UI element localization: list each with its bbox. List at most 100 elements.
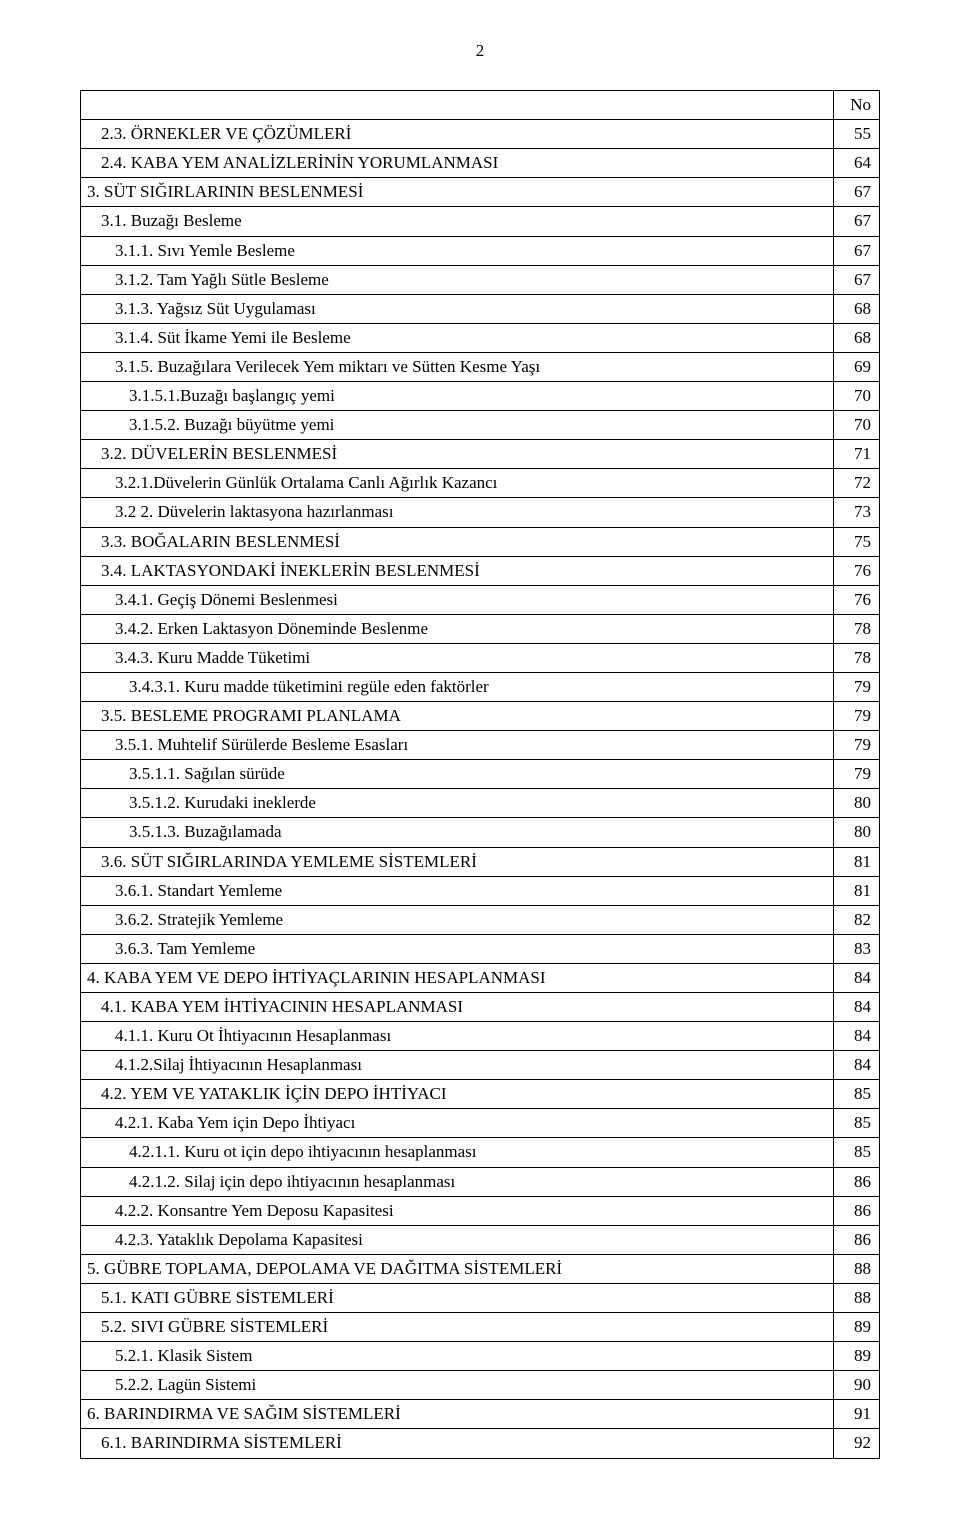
toc-entry-label: 3.4.3. Kuru Madde Tüketimi [81, 643, 834, 672]
toc-entry-label: 4.1.2.Silaj İhtiyacının Hesaplanması [81, 1051, 834, 1080]
toc-entry-label: 4.2.1.1. Kuru ot için depo ihtiyacının h… [81, 1138, 834, 1167]
toc-entry-label: 3.6.3. Tam Yemleme [81, 934, 834, 963]
toc-entry-page: 85 [834, 1080, 880, 1109]
toc-entry-page: 79 [834, 731, 880, 760]
table-row: 6.1. BARINDIRMA SİSTEMLERİ92 [81, 1429, 880, 1458]
table-row: 3.5.1.2. Kurudaki ineklerde80 [81, 789, 880, 818]
table-row: 5.2.1. Klasik Sistem89 [81, 1342, 880, 1371]
table-row: 3.1.5. Buzağılara Verilecek Yem miktarı … [81, 352, 880, 381]
toc-entry-page: 75 [834, 527, 880, 556]
toc-entry-page: 81 [834, 876, 880, 905]
toc-entry-page: 76 [834, 585, 880, 614]
table-row: 3.5.1.3. Buzağılamada80 [81, 818, 880, 847]
toc-entry-page: 69 [834, 352, 880, 381]
toc-entry-label: 6.1. BARINDIRMA SİSTEMLERİ [81, 1429, 834, 1458]
table-row: 4.1. KABA YEM İHTİYACININ HESAPLANMASI84 [81, 993, 880, 1022]
table-row: 3.4.1. Geçiş Dönemi Beslenmesi76 [81, 585, 880, 614]
toc-entry-page: 67 [834, 265, 880, 294]
toc-entry-label: 4. KABA YEM VE DEPO İHTİYAÇLARININ HESAP… [81, 963, 834, 992]
toc-entry-page: 70 [834, 411, 880, 440]
toc-entry-label: 4.2. YEM VE YATAKLIK İÇİN DEPO İHTİYACI [81, 1080, 834, 1109]
toc-entry-label: 2.4. KABA YEM ANALİZLERİNİN YORUMLANMASI [81, 149, 834, 178]
table-row: 2.4. KABA YEM ANALİZLERİNİN YORUMLANMASI… [81, 149, 880, 178]
toc-entry-label: 3.1.3. Yağsız Süt Uygulaması [81, 294, 834, 323]
table-row: 3.1.5.1.Buzağı başlangıç yemi70 [81, 382, 880, 411]
toc-entry-page: 67 [834, 178, 880, 207]
table-row: 3.5.1. Muhtelif Sürülerde Besleme Esasla… [81, 731, 880, 760]
toc-entry-page: 67 [834, 236, 880, 265]
table-row: 2.3. ÖRNEKLER VE ÇÖZÜMLERİ55 [81, 120, 880, 149]
toc-entry-label: 3.1.4. Süt İkame Yemi ile Besleme [81, 323, 834, 352]
toc-entry-page: 83 [834, 934, 880, 963]
toc-entry-label: 3.5.1. Muhtelif Sürülerde Besleme Esasla… [81, 731, 834, 760]
table-row: 3.6.2. Stratejik Yemleme82 [81, 905, 880, 934]
toc-entry-page: 68 [834, 323, 880, 352]
toc-entry-label: 3.6.1. Standart Yemleme [81, 876, 834, 905]
table-row: 3.6.1. Standart Yemleme81 [81, 876, 880, 905]
toc-entry-label: 3.4.1. Geçiş Dönemi Beslenmesi [81, 585, 834, 614]
toc-entry-label: 3.2. DÜVELERİN BESLENMESİ [81, 440, 834, 469]
toc-entry-label: 5.1. KATI GÜBRE SİSTEMLERİ [81, 1283, 834, 1312]
toc-entry-page: 73 [834, 498, 880, 527]
table-row: 3.4.2. Erken Laktasyon Döneminde Beslenm… [81, 614, 880, 643]
toc-entry-label: 4.2.1.2. Silaj için depo ihtiyacının hes… [81, 1167, 834, 1196]
toc-entry-label: 3.1.5.2. Buzağı büyütme yemi [81, 411, 834, 440]
toc-entry-label: 3.6. SÜT SIĞIRLARINDA YEMLEME SİSTEMLERİ [81, 847, 834, 876]
toc-entry-page: 72 [834, 469, 880, 498]
toc-entry-page: 84 [834, 963, 880, 992]
toc-entry-page: 76 [834, 556, 880, 585]
table-row: 3.1.2. Tam Yağlı Sütle Besleme67 [81, 265, 880, 294]
toc-entry-label: 4.2.2. Konsantre Yem Deposu Kapasitesi [81, 1196, 834, 1225]
toc-entry-label: 4.1. KABA YEM İHTİYACININ HESAPLANMASI [81, 993, 834, 1022]
toc-entry-label: 2.3. ÖRNEKLER VE ÇÖZÜMLERİ [81, 120, 834, 149]
table-row: 3.6. SÜT SIĞIRLARINDA YEMLEME SİSTEMLERİ… [81, 847, 880, 876]
table-row: 3.1.5.2. Buzağı büyütme yemi70 [81, 411, 880, 440]
toc-entry-page: 92 [834, 1429, 880, 1458]
table-row: 3.1.3. Yağsız Süt Uygulaması68 [81, 294, 880, 323]
toc-entry-page: 82 [834, 905, 880, 934]
table-row: 4.1.2.Silaj İhtiyacının Hesaplanması84 [81, 1051, 880, 1080]
table-row: 4.2.1.2. Silaj için depo ihtiyacının hes… [81, 1167, 880, 1196]
toc-entry-page: 86 [834, 1196, 880, 1225]
toc-table: No2.3. ÖRNEKLER VE ÇÖZÜMLERİ552.4. KABA … [80, 90, 880, 1458]
toc-entry-label: 3.5.1.1. Sağılan sürüde [81, 760, 834, 789]
table-row: 4.2.3. Yataklık Depolama Kapasitesi86 [81, 1225, 880, 1254]
toc-entry-page: 67 [834, 207, 880, 236]
toc-entry-page: 85 [834, 1138, 880, 1167]
toc-entry-page: 86 [834, 1167, 880, 1196]
table-row: 5. GÜBRE TOPLAMA, DEPOLAMA VE DAĞITMA Sİ… [81, 1254, 880, 1283]
toc-entry-label: 4.1.1. Kuru Ot İhtiyacının Hesaplanması [81, 1022, 834, 1051]
toc-entry-label: 3.1.1. Sıvı Yemle Besleme [81, 236, 834, 265]
toc-entry-label: 4.2.3. Yataklık Depolama Kapasitesi [81, 1225, 834, 1254]
toc-entry-page: 88 [834, 1283, 880, 1312]
table-row: 4.2. YEM VE YATAKLIK İÇİN DEPO İHTİYACI8… [81, 1080, 880, 1109]
toc-entry-page: 86 [834, 1225, 880, 1254]
table-row: 3. SÜT SIĞIRLARININ BESLENMESİ67 [81, 178, 880, 207]
toc-entry-page: 80 [834, 818, 880, 847]
table-row: 4.1.1. Kuru Ot İhtiyacının Hesaplanması8… [81, 1022, 880, 1051]
toc-entry-page: 81 [834, 847, 880, 876]
table-row: 3.4.3.1. Kuru madde tüketimini regüle ed… [81, 672, 880, 701]
toc-entry-label: 3.5. BESLEME PROGRAMI PLANLAMA [81, 702, 834, 731]
toc-entry-label: 6. BARINDIRMA VE SAĞIM SİSTEMLERİ [81, 1400, 834, 1429]
toc-entry-page: 90 [834, 1371, 880, 1400]
toc-entry-page: 78 [834, 643, 880, 672]
table-row: 5.2. SIVI GÜBRE SİSTEMLERİ89 [81, 1313, 880, 1342]
toc-entry-page: 78 [834, 614, 880, 643]
table-row: 3.2.1.Düvelerin Günlük Ortalama Canlı Ağ… [81, 469, 880, 498]
toc-entry-label: 3.2 2. Düvelerin laktasyona hazırlanması [81, 498, 834, 527]
table-row: 3.6.3. Tam Yemleme83 [81, 934, 880, 963]
table-row: 4.2.1. Kaba Yem için Depo İhtiyacı85 [81, 1109, 880, 1138]
page-number: 2 [80, 40, 880, 62]
table-row: 3.4.3. Kuru Madde Tüketimi78 [81, 643, 880, 672]
toc-entry-label: 3.2.1.Düvelerin Günlük Ortalama Canlı Ağ… [81, 469, 834, 498]
toc-entry-label: 3.4.2. Erken Laktasyon Döneminde Beslenm… [81, 614, 834, 643]
table-row: 6. BARINDIRMA VE SAĞIM SİSTEMLERİ91 [81, 1400, 880, 1429]
toc-entry-page: 68 [834, 294, 880, 323]
toc-entry-label: 3.1.5. Buzağılara Verilecek Yem miktarı … [81, 352, 834, 381]
toc-entry-page: 85 [834, 1109, 880, 1138]
table-row: 3.1.1. Sıvı Yemle Besleme67 [81, 236, 880, 265]
table-row: 3.3. BOĞALARIN BESLENMESİ75 [81, 527, 880, 556]
toc-entry-label: 5.2. SIVI GÜBRE SİSTEMLERİ [81, 1313, 834, 1342]
table-row: 4.2.1.1. Kuru ot için depo ihtiyacının h… [81, 1138, 880, 1167]
